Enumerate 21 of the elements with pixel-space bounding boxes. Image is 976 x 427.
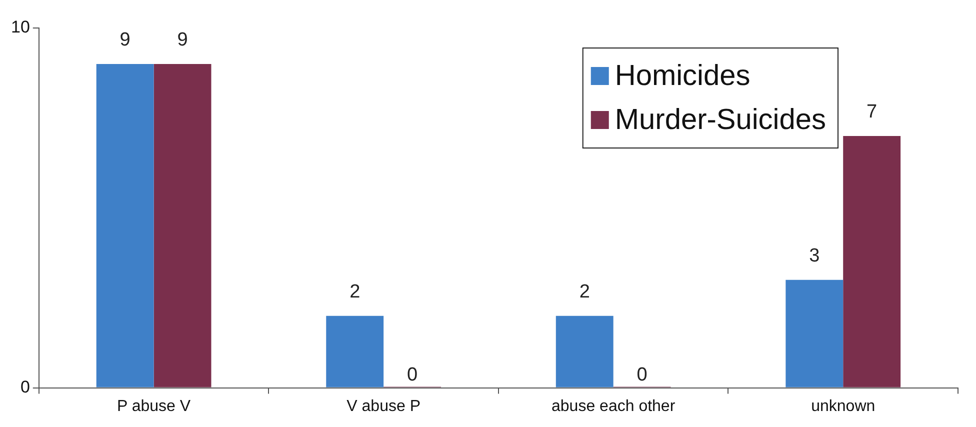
x-tick-label: V abuse P: [346, 398, 420, 415]
legend-label: Murder-Suicides: [614, 104, 826, 136]
bar: [96, 64, 154, 388]
data-label: 2: [579, 282, 590, 303]
data-label: 9: [177, 30, 188, 51]
data-label: 2: [350, 282, 360, 303]
x-tick-label: abuse each other: [552, 398, 676, 415]
data-label: 7: [866, 102, 878, 123]
bar: [786, 280, 844, 388]
legend-label: Homicides: [614, 60, 750, 92]
data-label: 9: [120, 30, 130, 51]
x-tick-label: P abuse V: [117, 398, 191, 415]
data-label: 0: [636, 364, 648, 386]
y-tick-label: 10: [10, 18, 30, 37]
bar: [154, 64, 212, 388]
data-label: 0: [407, 364, 418, 386]
bar: [326, 316, 384, 388]
bar: [843, 136, 901, 388]
x-tick-label: unknown: [811, 398, 876, 415]
bar: [556, 316, 614, 388]
data-label: 3: [809, 246, 820, 267]
